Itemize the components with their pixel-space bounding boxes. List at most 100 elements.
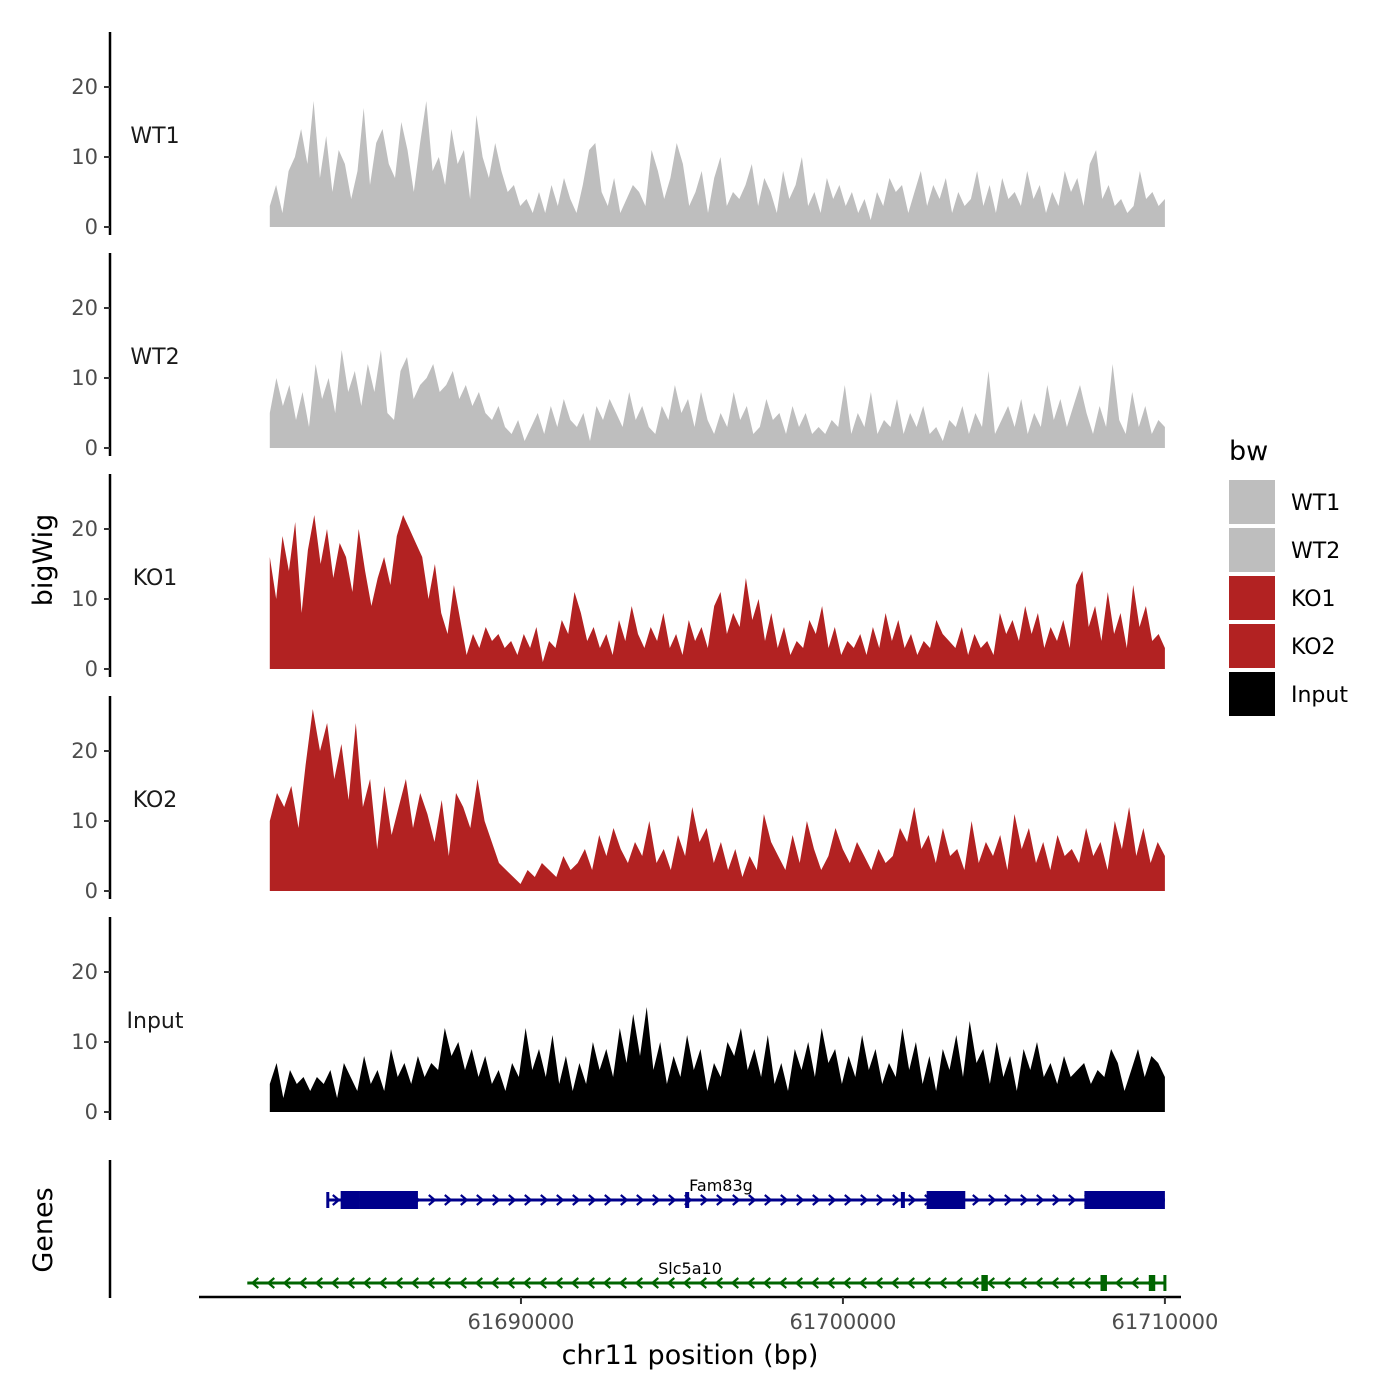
legend-label: Input: [1291, 683, 1348, 708]
strand-arrow: [732, 1194, 741, 1206]
strand-arrow: [746, 1277, 755, 1289]
y-tick-label: 0: [85, 436, 98, 460]
strand-arrow: [812, 1194, 821, 1206]
y-tick-label: 10: [71, 145, 98, 169]
strand-arrow: [1020, 1194, 1029, 1206]
strand-arrow: [666, 1277, 675, 1289]
strand-arrow: [986, 1277, 995, 1289]
strand-arrow: [250, 1277, 259, 1289]
strand-arrow: [954, 1277, 963, 1289]
y-tick-label: 10: [71, 1030, 98, 1054]
strand-arrow: [346, 1277, 355, 1289]
strand-arrow: [636, 1194, 645, 1206]
strand-arrow: [602, 1277, 611, 1289]
strand-arrow: [764, 1194, 773, 1206]
strand-arrow: [298, 1277, 307, 1289]
strand-arrow: [972, 1194, 981, 1206]
y-tick-label: 20: [71, 739, 98, 763]
strand-arrow: [938, 1277, 947, 1289]
strand-arrow: [522, 1277, 531, 1289]
strand-arrow: [1068, 1194, 1077, 1206]
exon: [359, 1191, 418, 1209]
strand-arrow: [554, 1277, 563, 1289]
genes-panel: Fam83g Slc5a10: [108, 1160, 1167, 1298]
strand-arrow: [892, 1194, 901, 1206]
strand-arrow: [780, 1194, 789, 1206]
strand-arrow: [810, 1277, 819, 1289]
legend-label: WT2: [1291, 539, 1340, 564]
strand-arrow: [586, 1277, 595, 1289]
track-ko2: 0 10 20 KO2: [71, 696, 1165, 903]
strand-arrow: [460, 1194, 469, 1206]
strand-arrow: [1004, 1194, 1013, 1206]
strand-arrow: [458, 1277, 467, 1289]
exon: [1084, 1191, 1165, 1209]
strand-arrow: [442, 1277, 451, 1289]
strand-arrow: [538, 1277, 547, 1289]
gene-label: Fam83g: [689, 1176, 753, 1195]
strand-arrow: [604, 1194, 613, 1206]
exon: [340, 1191, 360, 1209]
strand-arrow: [858, 1277, 867, 1289]
strand-arrow: [618, 1277, 627, 1289]
strand-arrow: [826, 1277, 835, 1289]
strand-arrow: [428, 1194, 437, 1206]
legend: bw WT1 WT2 KO1 KO2 Input: [1229, 436, 1348, 716]
strand-arrow: [730, 1277, 739, 1289]
y-tick-label: 0: [85, 657, 98, 681]
strand-arrow: [330, 1277, 339, 1289]
strand-arrow: [524, 1194, 533, 1206]
strand-arrow: [570, 1277, 579, 1289]
legend-swatch-ko1: [1229, 576, 1275, 620]
track-label: WT2: [130, 345, 179, 370]
strand-arrow: [1052, 1194, 1061, 1206]
strand-arrow: [506, 1277, 515, 1289]
legend-swatch-wt2: [1229, 528, 1275, 572]
strand-arrow: [476, 1194, 485, 1206]
strand-arrow: [876, 1194, 885, 1206]
strand-arrow: [1018, 1277, 1028, 1289]
strand-arrow: [588, 1194, 597, 1206]
strand-arrow: [1034, 1277, 1044, 1289]
coverage-area-wt1: [269, 101, 1165, 227]
strand-arrow: [700, 1194, 709, 1206]
strand-arrow: [698, 1277, 707, 1289]
track-input: 0 10 20 Input: [71, 917, 1165, 1124]
y-tick-label: 0: [85, 1100, 98, 1124]
strand-arrow: [1130, 1277, 1140, 1289]
legend-label: KO1: [1291, 587, 1336, 612]
strand-arrow: [908, 1194, 917, 1206]
legend-label: KO2: [1291, 635, 1336, 660]
coverage-area-input: [269, 1007, 1165, 1112]
x-tick-label: 61710000: [1111, 1310, 1218, 1334]
track-label: WT1: [130, 124, 179, 149]
y-tick-label: 0: [85, 879, 98, 903]
strand-arrow: [844, 1194, 853, 1206]
y-tick-label: 20: [71, 296, 98, 320]
strand-arrow: [860, 1194, 869, 1206]
strand-arrow: [1114, 1277, 1124, 1289]
strand-arrow: [922, 1277, 931, 1289]
legend-swatch-input: [1229, 672, 1275, 716]
exon: [981, 1275, 988, 1291]
track-label: KO1: [133, 566, 178, 591]
y-tick-label: 20: [71, 517, 98, 541]
track-label: KO2: [133, 788, 178, 813]
strand-arrow: [282, 1277, 291, 1289]
strand-arrow: [266, 1277, 275, 1289]
y-tick-label: 10: [71, 587, 98, 611]
strand-arrow: [652, 1194, 661, 1206]
strand-arrow: [378, 1277, 387, 1289]
strand-arrow: [796, 1194, 805, 1206]
exon: [1148, 1275, 1156, 1291]
strand-arrow: [410, 1277, 419, 1289]
y-tick-label: 0: [85, 215, 98, 239]
strand-arrow: [874, 1277, 883, 1289]
strand-arrow: [1002, 1277, 1012, 1289]
strand-arrow: [1050, 1277, 1060, 1289]
strand-arrow: [668, 1194, 677, 1206]
strand-arrow: [572, 1194, 581, 1206]
strand-arrow: [620, 1194, 629, 1206]
strand-arrow: [842, 1277, 851, 1289]
gene-slc5a10: Slc5a10: [247, 1259, 1167, 1291]
